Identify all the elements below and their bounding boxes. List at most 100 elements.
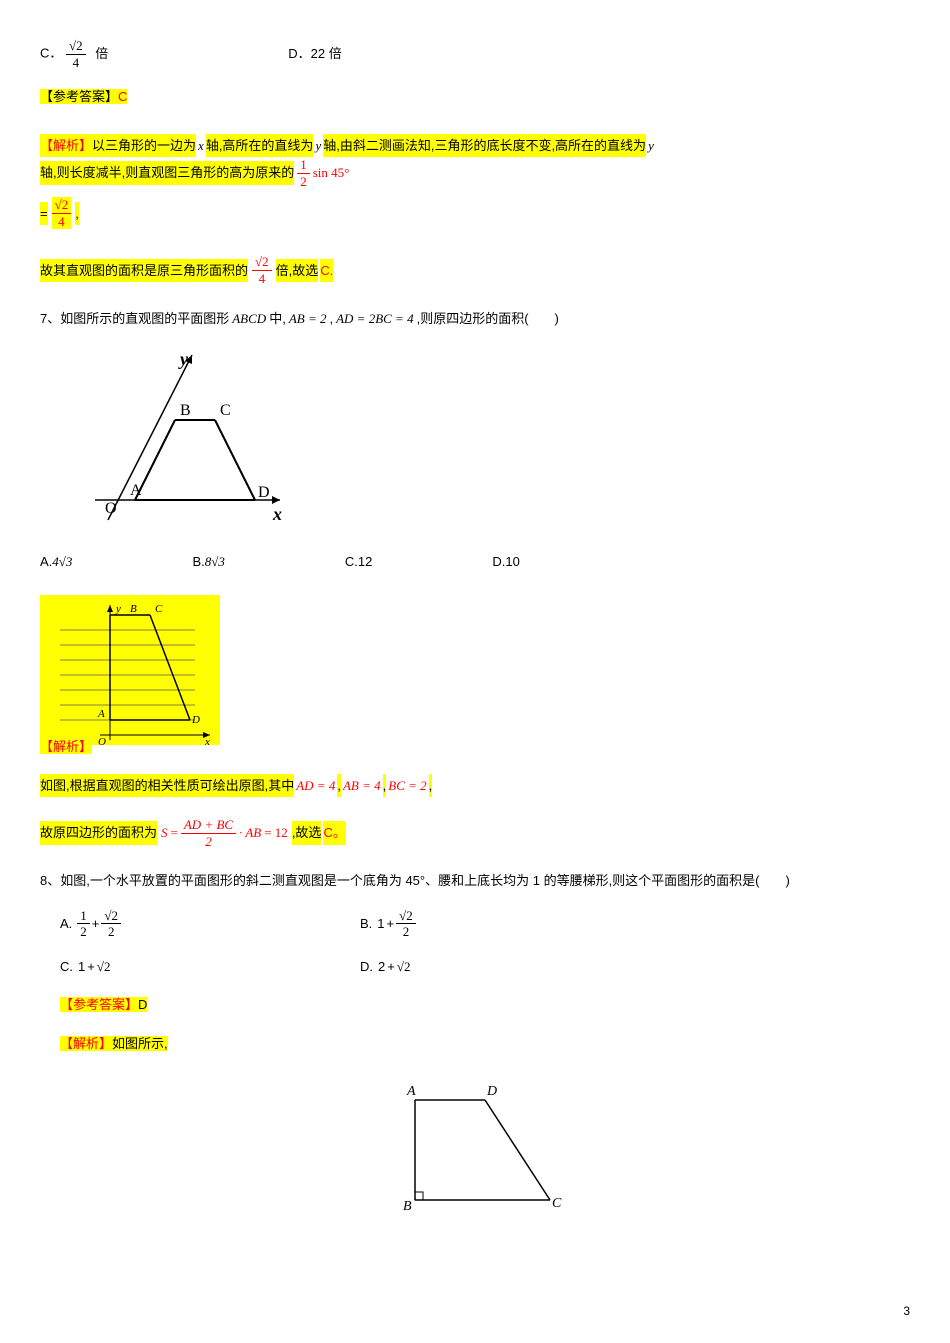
f1: 12 xyxy=(77,908,90,940)
analysis-label: 【解析】 xyxy=(40,138,92,153)
p: + xyxy=(92,912,100,935)
x-label: x xyxy=(272,504,282,524)
t: 轴,则长度减半,则直观图三角形的高为原来的 xyxy=(40,161,294,184)
t: 倍,故选 xyxy=(276,259,319,282)
q7-figure1: y x O A B C D xyxy=(80,345,910,535)
var-y: y xyxy=(315,134,321,157)
num: √2 xyxy=(66,38,86,55)
l: C. xyxy=(60,955,73,978)
f2: √22 xyxy=(101,908,121,940)
den: 2 xyxy=(297,174,310,190)
q7-opt-a: A. 4√3 xyxy=(40,550,72,573)
num: √2 xyxy=(52,197,72,214)
den: 4 xyxy=(52,214,72,230)
D-label: D xyxy=(486,1084,497,1099)
den: 4 xyxy=(66,55,86,71)
comma: , xyxy=(75,202,79,225)
c: , xyxy=(383,774,387,797)
answer-value: C xyxy=(118,89,127,104)
B-label: B xyxy=(130,603,137,615)
eq: = xyxy=(171,821,178,844)
sin45: sin 45° xyxy=(313,161,350,184)
answer-label: 【参考答案】 xyxy=(60,997,138,1012)
t: 故其直观图的面积是原三角形面积的 xyxy=(40,259,248,282)
one: 1 xyxy=(78,955,85,978)
s: √2 xyxy=(97,955,111,978)
q8-analysis: 【解析】如图所示, xyxy=(60,1032,910,1055)
q8-figure: A D B C xyxy=(385,1075,565,1225)
num: AD + BC xyxy=(181,817,236,834)
q7-figure2: y x O A B C D xyxy=(40,595,220,745)
t: 如图,根据直观图的相关性质可绘出原图,其中 xyxy=(40,774,294,797)
c: , xyxy=(429,774,433,797)
t: C. xyxy=(320,259,333,282)
q6-opt-d: D．22 倍 xyxy=(288,42,341,65)
p: + xyxy=(87,955,95,978)
B-label: B xyxy=(180,402,191,419)
t: 中, xyxy=(269,307,286,330)
frac-sqrt2-4-c: √2 4 xyxy=(252,254,272,286)
eq: = xyxy=(40,202,48,225)
A-label: A xyxy=(406,1084,416,1099)
l: A. xyxy=(40,550,52,573)
d: 2 xyxy=(101,924,121,940)
s: √2 xyxy=(397,955,411,978)
num: √2 xyxy=(252,254,272,271)
frac: AD + BC 2 xyxy=(181,817,236,849)
num: 1 xyxy=(297,157,310,174)
q7-opt-b: B. 8√3 xyxy=(192,550,224,573)
l: B. xyxy=(360,912,372,935)
D-label: D xyxy=(191,714,200,726)
q7-options: A. 4√3 B. 8√3 C.12 D.10 xyxy=(40,550,910,573)
one: 1 xyxy=(377,912,384,935)
l: A. xyxy=(60,912,72,935)
mul: · xyxy=(239,821,242,844)
t: C。 xyxy=(323,821,345,844)
q7-figure2-wrap: y x O A B C D xyxy=(40,585,910,755)
v: 8√3 xyxy=(205,550,225,573)
eq-ad: AD = 4 xyxy=(296,774,335,797)
d: 2 xyxy=(396,924,416,940)
q6-analysis-line2: = √2 4 , xyxy=(40,197,910,229)
t: ,故选 xyxy=(292,821,322,844)
analysis-label: 【解析】 xyxy=(60,1036,112,1051)
B-label: B xyxy=(403,1199,412,1214)
frac-sqrt2-4: √2 4 xyxy=(66,38,86,70)
q8-opt-a: A. 12 + √22 xyxy=(60,908,360,940)
c: , xyxy=(337,774,341,797)
p: + xyxy=(387,912,395,935)
eq-ab: AB = 4 xyxy=(343,774,381,797)
opt-c-suffix: 倍 xyxy=(95,46,108,61)
t: 7、如图所示的直观图的平面图形 xyxy=(40,307,229,330)
t: 如图所示, xyxy=(112,1036,168,1051)
trapezoid-original-icon: y x O A B C D xyxy=(40,595,220,745)
n: √2 xyxy=(101,908,121,925)
n: √2 xyxy=(396,908,416,925)
t: , xyxy=(329,307,333,330)
q8-opt-d: D. 2 + √2 xyxy=(360,955,410,978)
q8-opt-c: C. 1 + √2 xyxy=(60,955,360,978)
ab: AB xyxy=(245,821,261,844)
q7-analysis-line1: 如图,根据直观图的相关性质可绘出原图,其中 AD = 4 , AB = 4 , … xyxy=(40,774,910,797)
den: 2 xyxy=(181,834,236,850)
d: 2 xyxy=(77,924,90,940)
q8-stem: 8、如图,一个水平放置的平面图形的斜二测直观图是一个底角为 45°、腰和上底长均… xyxy=(40,869,910,892)
l: D. xyxy=(360,955,373,978)
analysis-label: 【解析】 xyxy=(40,739,92,754)
D-label: D xyxy=(258,484,270,501)
frac-sqrt2-4-b: √2 4 xyxy=(52,197,72,229)
q6-opt-c: C． √2 4 倍 xyxy=(40,38,108,70)
q7-opt-c: C.12 xyxy=(345,550,372,573)
opt-c-prefix: C． xyxy=(40,46,62,61)
var-x: x xyxy=(198,134,204,157)
page-number: 3 xyxy=(903,1301,910,1323)
den: 4 xyxy=(252,271,272,287)
n: 1 xyxy=(77,908,90,925)
two: 2 xyxy=(378,955,385,978)
q8-answer: 【参考答案】D xyxy=(60,993,910,1016)
q7-stem: 7、如图所示的直观图的平面图形 ABCD 中, AB = 2 , AD = 2B… xyxy=(40,307,910,330)
x-label: x xyxy=(204,736,210,745)
val: = 12 xyxy=(264,821,288,844)
frac-1-2: 1 2 xyxy=(297,157,310,189)
trapezoid-q8-icon: A D B C xyxy=(385,1075,565,1225)
